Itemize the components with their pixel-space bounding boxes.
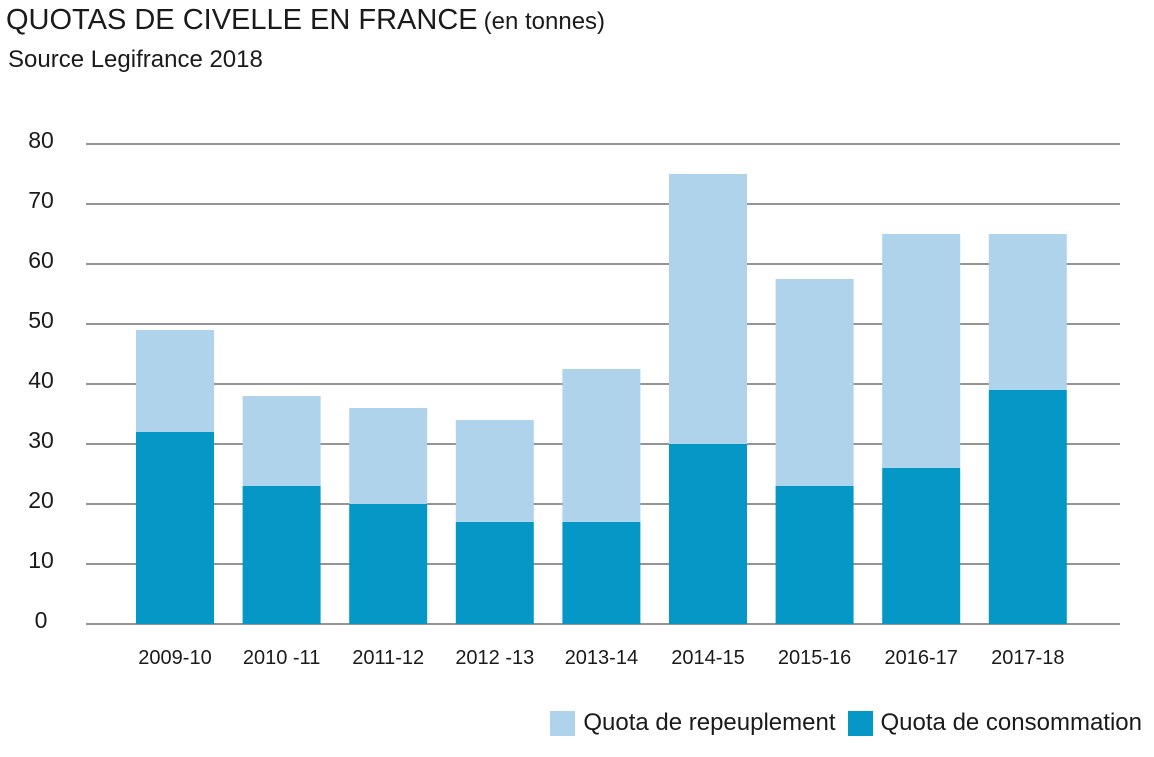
y-tick-label: 60 <box>28 247 54 273</box>
x-axis-ticks: 2009-10 2010 -11 2011-12 2012 -13 2013-14 201… <box>138 647 1064 669</box>
bar-segment-repeuplement <box>136 330 214 432</box>
x-tick-label: 2011-12 <box>352 647 424 669</box>
y-tick-label: 80 <box>28 127 54 153</box>
y-axis-ticks: 0 10 20 30 40 50 60 70 80 <box>28 127 54 633</box>
bar-segment-repeuplement <box>242 396 321 486</box>
bar-segment-repeuplement <box>988 234 1067 390</box>
bar-segment-consommation <box>669 444 747 624</box>
bar-segment-consommation <box>562 522 641 624</box>
y-tick-label: 10 <box>28 547 54 573</box>
bar-segment-consommation <box>136 432 214 624</box>
bar-segment-consommation <box>882 468 961 624</box>
legend-item-repeuplement: Quota de repeuplement <box>550 709 836 737</box>
y-tick-label: 40 <box>28 367 54 393</box>
y-tick-label: 0 <box>35 607 48 633</box>
stacked-bar-chart: 0 10 20 30 40 50 60 70 80 2009-10 2010 -11 2011-12… <box>28 127 1120 669</box>
legend-swatch-consommation <box>847 710 873 736</box>
y-tick-label: 20 <box>28 487 54 513</box>
bar-segment-repeuplement <box>669 174 747 444</box>
legend-swatch-repeuplement <box>550 710 576 736</box>
x-tick-label: 2016-17 <box>884 647 957 669</box>
bar-segment-repeuplement <box>455 420 534 522</box>
chart-title: QUOTAS DE CIVELLE EN FRANCE (en tonnes) <box>6 4 605 37</box>
x-tick-label: 2009-10 <box>138 647 211 669</box>
x-tick-label: 2014-15 <box>671 647 744 669</box>
chart-title-unit: (en tonnes) <box>483 8 606 35</box>
bar-segment-consommation <box>349 504 428 624</box>
y-tick-label: 50 <box>28 307 54 333</box>
x-tick-label: 2012 -13 <box>455 647 534 669</box>
legend-item-consommation: Quota de consommation <box>847 709 1142 737</box>
chart-subtitle: Source Legifrance 2018 <box>8 46 263 73</box>
bar-segment-consommation <box>775 486 854 624</box>
bar-segment-repeuplement <box>562 369 641 522</box>
legend: Quota de repeuplement Quota de consommat… <box>538 709 1142 737</box>
bar-segment-repeuplement <box>349 408 428 504</box>
y-tick-label: 30 <box>28 427 54 453</box>
bars <box>136 174 1067 624</box>
x-tick-label: 2013-14 <box>565 647 638 669</box>
bar-segment-consommation <box>242 486 321 624</box>
bar-segment-consommation <box>988 390 1067 624</box>
legend-label-repeuplement: Quota de repeuplement <box>583 709 836 736</box>
bar-segment-repeuplement <box>775 279 854 486</box>
bar-segment-repeuplement <box>882 234 961 468</box>
x-tick-label: 2010 -11 <box>243 647 320 669</box>
bar-segment-consommation <box>455 522 534 624</box>
y-tick-label: 70 <box>28 187 54 213</box>
x-tick-label: 2017-18 <box>991 647 1064 669</box>
chart-title-main: QUOTAS DE CIVELLE EN FRANCE <box>6 4 478 36</box>
legend-label-consommation: Quota de consommation <box>880 709 1142 736</box>
x-tick-label: 2015-16 <box>778 647 851 669</box>
